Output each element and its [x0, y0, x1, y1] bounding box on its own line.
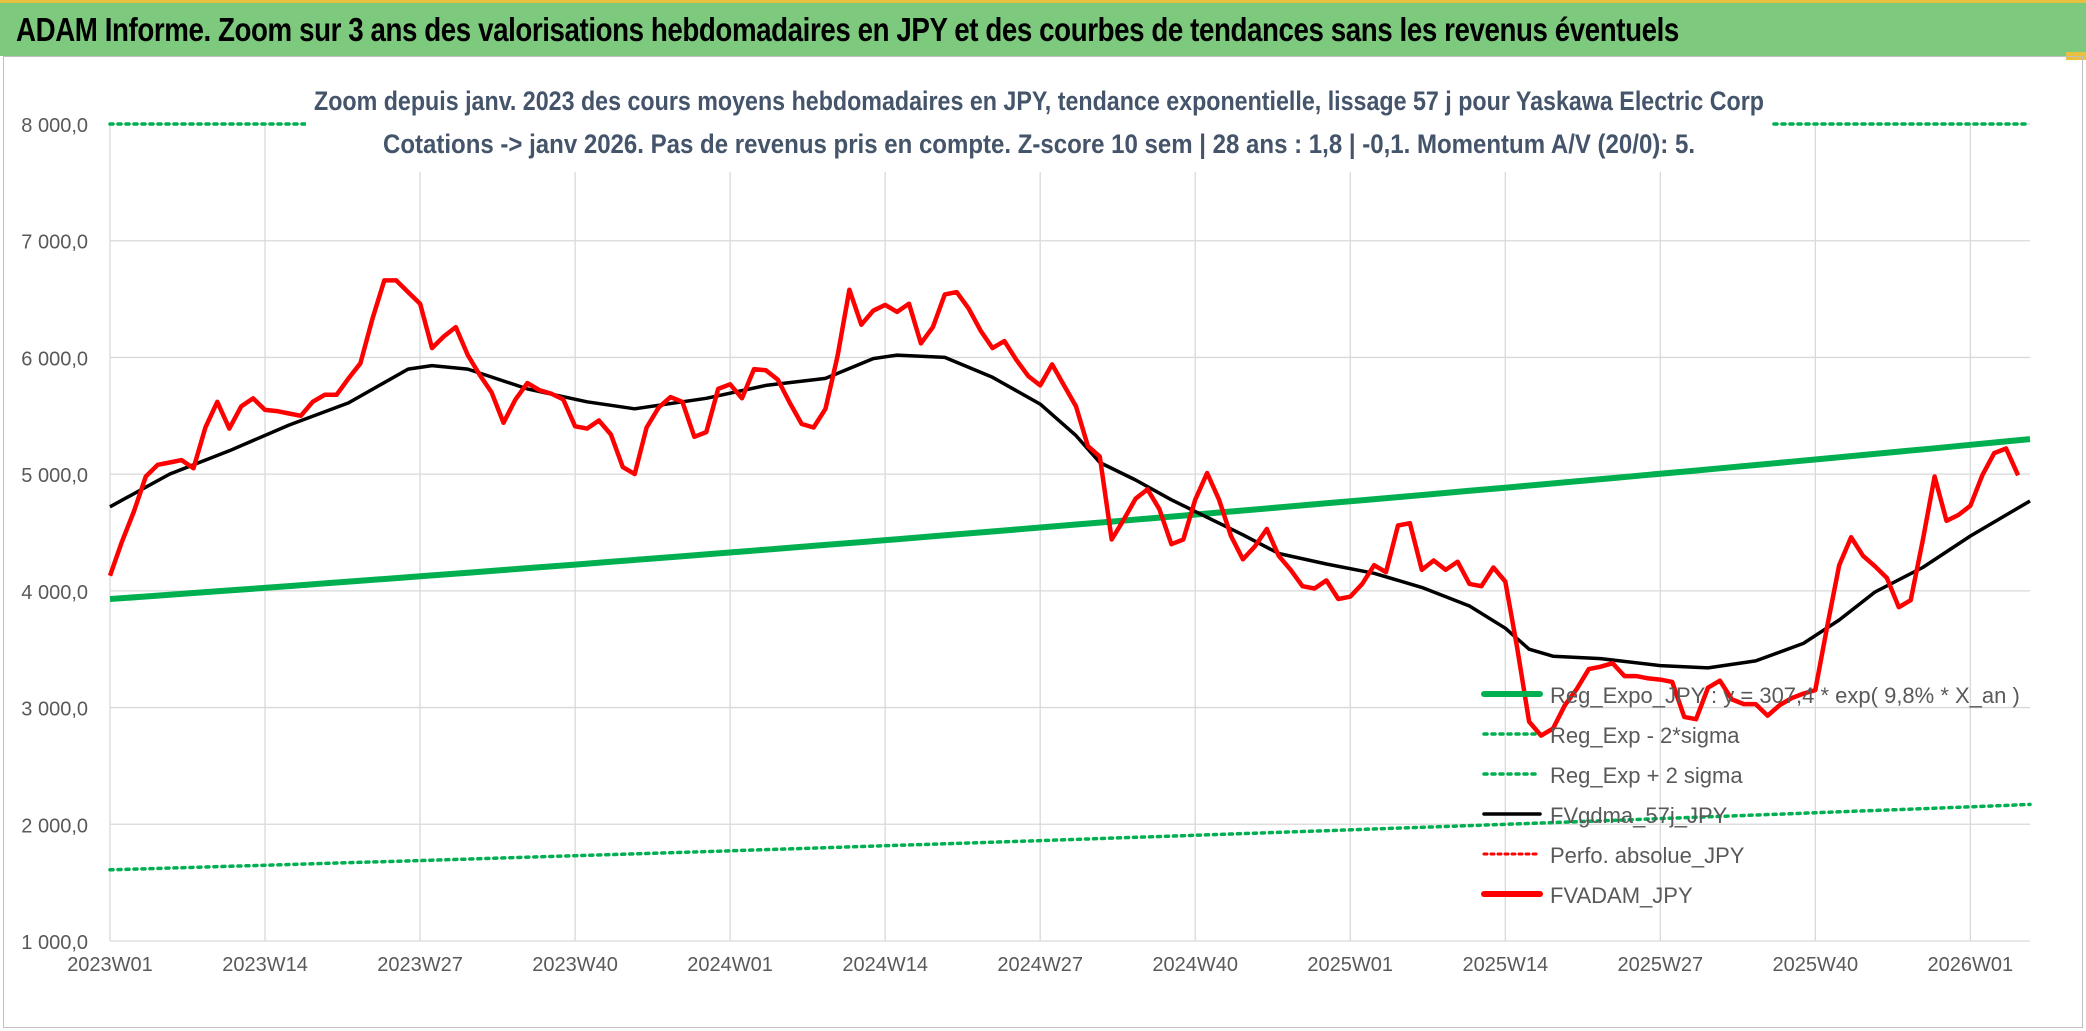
x-tick-label: 2025W40 [1773, 954, 1859, 976]
series-fvgdma [109, 353, 2031, 670]
legend-label-minus: Reg_Exp - 2*sigma [1550, 723, 1740, 748]
x-tick-label: 2024W14 [842, 954, 928, 976]
y-axis: 1 000,0 2 000,0 3 000,0 4 000,0 5 000,0 6 000… [21, 115, 88, 954]
y-tick-label: 8 000,0 [21, 115, 88, 137]
y-tick-label: 6 000,0 [21, 348, 88, 370]
legend-label-perfo: Perfo. absolue_JPY [1550, 843, 1745, 868]
legend-label-plus: Reg_Exp + 2 sigma [1550, 763, 1743, 788]
x-tick-label: 2025W27 [1617, 954, 1703, 976]
legend-label-price: FVADAM_JPY [1550, 883, 1693, 908]
series-reg-exp-minus-2sigma [108, 802, 2032, 872]
chart-frame [3, 56, 2083, 1028]
series-layer [107, 122, 2032, 872]
y-tick-label: 1 000,0 [21, 932, 88, 954]
legend-label-reg: Reg_Expo_JPY : y = 307,4 * exp( 9,8% * X… [1550, 683, 2020, 708]
x-tick-label: 2024W40 [1152, 954, 1238, 976]
y-tick-label: 2 000,0 [21, 815, 88, 837]
series-fvadam [107, 278, 2021, 738]
report-header: ADAM Informe. Zoom sur 3 ans des valoris… [0, 0, 2086, 56]
chart-titles: Zoom depuis janv. 2023 des cours moyens … [306, 76, 1772, 172]
x-tick-label: 2023W27 [377, 954, 463, 976]
y-tick-label: 7 000,0 [21, 232, 88, 254]
x-tick-label: 2025W14 [1462, 954, 1548, 976]
x-axis: 2023W01 2023W14 2023W27 2023W40 2024W01 2024W… [67, 954, 2013, 976]
x-tick-label: 2024W01 [687, 954, 773, 976]
chart-legend: Reg_Expo_JPY : y = 307,4 * exp( 9,8% * X… [1481, 683, 2020, 908]
x-tick-label: 2024W27 [997, 954, 1083, 976]
x-tick-label: 2023W40 [532, 954, 618, 976]
x-tick-label: 2023W14 [222, 954, 308, 976]
series-reg-expo [109, 436, 2031, 602]
y-tick-label: 4 000,0 [21, 582, 88, 604]
chart-subtitle: Cotations -> janv 2026. Pas de revenus p… [383, 129, 1695, 159]
title-background [306, 76, 1772, 172]
x-tick-label: 2026W01 [1928, 954, 2014, 976]
legend-label-fv: FVgdma_57j_JPY [1550, 803, 1728, 828]
x-tick-label: 2025W01 [1307, 954, 1393, 976]
y-tick-label: 3 000,0 [21, 699, 88, 721]
x-tick-label: 2023W01 [67, 954, 153, 976]
chart-title: Zoom depuis janv. 2023 des cours moyens … [314, 86, 1764, 116]
report-title: ADAM Informe. Zoom sur 3 ans des valoris… [16, 11, 1679, 48]
y-tick-label: 5 000,0 [21, 465, 88, 487]
grid-lines [109, 123, 2030, 942]
